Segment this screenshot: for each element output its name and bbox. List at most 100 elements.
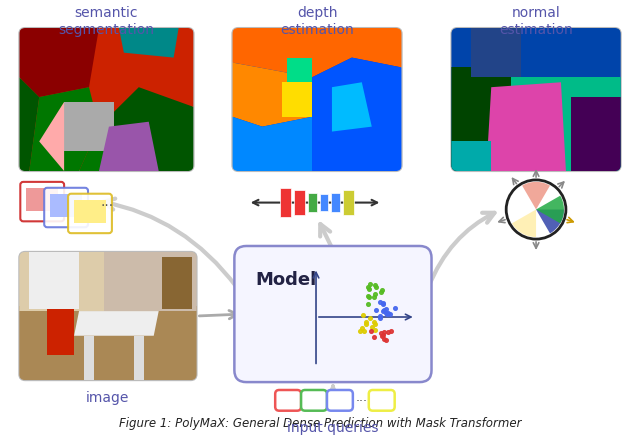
Text: image: image (86, 390, 130, 404)
Bar (280, 188, 291, 218)
Point (370, 327, 380, 334)
FancyBboxPatch shape (68, 194, 112, 233)
Polygon shape (19, 78, 39, 172)
Polygon shape (232, 117, 312, 172)
Point (370, 282, 380, 289)
Point (378, 300, 388, 307)
Polygon shape (471, 29, 521, 78)
Text: Figure 1: PolyMaX: General Dense Prediction with Mask Transformer: Figure 1: PolyMaX: General Dense Predict… (119, 417, 521, 430)
Point (371, 284, 381, 291)
Polygon shape (19, 29, 99, 98)
Point (359, 328, 369, 335)
Point (381, 306, 391, 313)
Point (374, 298, 385, 305)
Polygon shape (522, 183, 550, 210)
Polygon shape (104, 252, 196, 311)
FancyBboxPatch shape (19, 29, 193, 172)
Text: depth
estimation: depth estimation (280, 6, 354, 36)
Point (381, 311, 392, 318)
Bar (26, 188, 58, 212)
Polygon shape (312, 58, 402, 172)
FancyBboxPatch shape (301, 390, 327, 411)
Bar (50, 194, 82, 218)
Polygon shape (29, 252, 79, 309)
Polygon shape (536, 196, 564, 224)
Point (355, 328, 365, 335)
Point (378, 301, 388, 308)
Polygon shape (84, 336, 94, 380)
Point (371, 307, 381, 314)
Point (378, 308, 388, 315)
Point (379, 307, 389, 314)
Polygon shape (119, 29, 179, 58)
Bar (308, 193, 317, 213)
Polygon shape (332, 83, 372, 132)
Point (365, 281, 375, 288)
Text: Model: Model (255, 270, 317, 288)
Polygon shape (99, 88, 193, 172)
Point (379, 329, 389, 336)
Point (362, 301, 372, 308)
Point (390, 304, 400, 311)
Polygon shape (74, 311, 159, 336)
Text: ···: ··· (356, 395, 368, 407)
Point (365, 315, 375, 322)
Point (369, 291, 380, 298)
Bar (319, 194, 328, 212)
Polygon shape (232, 29, 402, 78)
FancyBboxPatch shape (369, 390, 395, 411)
Polygon shape (79, 127, 119, 172)
FancyBboxPatch shape (44, 188, 88, 228)
Polygon shape (19, 252, 104, 311)
Point (377, 287, 387, 294)
Point (377, 333, 387, 340)
FancyBboxPatch shape (232, 29, 402, 172)
FancyBboxPatch shape (275, 390, 301, 411)
Point (358, 311, 368, 318)
Point (383, 329, 393, 336)
Text: input queries: input queries (287, 420, 379, 434)
Point (369, 321, 380, 328)
Point (386, 328, 396, 335)
Bar (74, 200, 106, 224)
Polygon shape (451, 68, 511, 172)
Text: normal
estimation: normal estimation (499, 6, 573, 36)
Text: semantic
segmentation: semantic segmentation (58, 6, 154, 36)
Polygon shape (232, 64, 312, 127)
Point (380, 336, 390, 343)
Point (376, 289, 387, 296)
Polygon shape (162, 257, 191, 309)
Polygon shape (571, 98, 621, 172)
Bar (332, 193, 340, 213)
Point (362, 293, 372, 300)
Polygon shape (64, 103, 114, 152)
Point (375, 313, 385, 320)
Point (381, 310, 392, 317)
Point (369, 293, 380, 300)
Polygon shape (287, 58, 312, 83)
Point (383, 310, 393, 317)
Point (379, 336, 389, 343)
Polygon shape (134, 336, 144, 380)
FancyBboxPatch shape (19, 252, 196, 380)
Polygon shape (29, 88, 99, 172)
Polygon shape (451, 142, 492, 172)
Point (364, 294, 374, 301)
Text: ···: ··· (101, 198, 114, 212)
Point (385, 311, 395, 318)
Point (357, 325, 367, 332)
Polygon shape (451, 29, 621, 172)
Polygon shape (39, 103, 64, 172)
Point (378, 332, 388, 339)
Polygon shape (99, 29, 193, 108)
Polygon shape (99, 123, 159, 172)
Polygon shape (486, 83, 566, 172)
Point (364, 286, 374, 293)
Point (365, 328, 376, 335)
FancyBboxPatch shape (327, 390, 353, 411)
Point (376, 330, 387, 337)
Polygon shape (511, 78, 621, 172)
FancyBboxPatch shape (234, 247, 431, 382)
Text: ···: ··· (360, 198, 371, 208)
Polygon shape (47, 309, 74, 356)
